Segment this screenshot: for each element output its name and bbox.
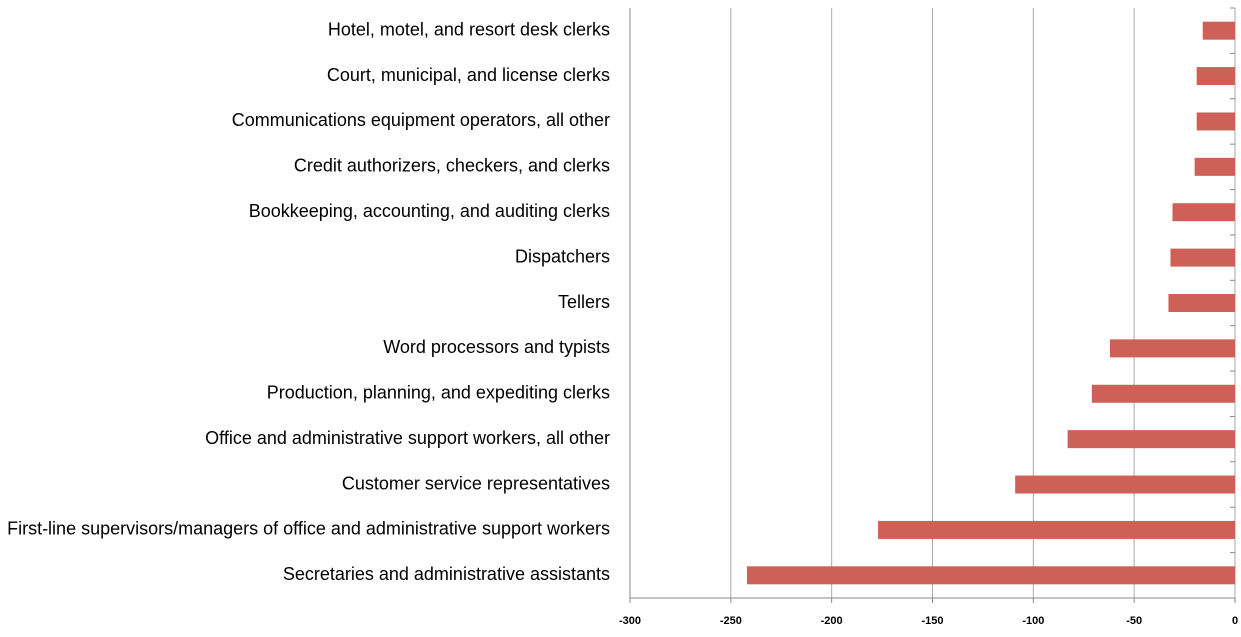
bar [746,566,1235,585]
y-tick-label: Bookkeeping, accounting, and auditing cl… [249,201,610,221]
bar [1091,384,1235,403]
x-tick-label: -250 [720,615,742,627]
x-tick-label: -300 [619,615,641,627]
y-tick-label: Dispatchers [515,246,610,266]
x-tick-label: -200 [821,615,843,627]
x-tick-label: 0 [1232,615,1238,627]
y-tick-label: Court, municipal, and license clerks [327,65,610,85]
y-tick-label: Word processors and typists [383,337,610,357]
x-tick-label: -150 [921,615,943,627]
bar [1015,475,1235,494]
y-tick-label: Communications equipment operators, all … [232,110,610,130]
bar [1168,294,1235,312]
bar [1067,430,1235,449]
y-tick-label: Production, planning, and expediting cle… [267,383,610,403]
bar [1196,67,1235,86]
bar [1109,339,1235,358]
y-tick-label: Tellers [558,292,610,312]
y-tick-label: Customer service representatives [342,473,610,493]
bar [1194,157,1235,176]
bar [1170,248,1235,267]
bar [1172,203,1235,222]
y-tick-label: Credit authorizers, checkers, and clerks [294,156,610,176]
x-tick-label: -100 [1022,615,1044,627]
bar [1202,21,1235,40]
y-tick-label: First-line supervisors/managers of offic… [7,519,610,539]
y-tick-label: Office and administrative support worker… [205,428,610,448]
y-tick-label: Secretaries and administrative assistant… [283,564,610,584]
y-tick-label: Hotel, motel, and resort desk clerks [328,19,610,39]
bar [878,520,1235,539]
bar [1196,112,1235,131]
x-tick-label: -50 [1126,615,1142,627]
